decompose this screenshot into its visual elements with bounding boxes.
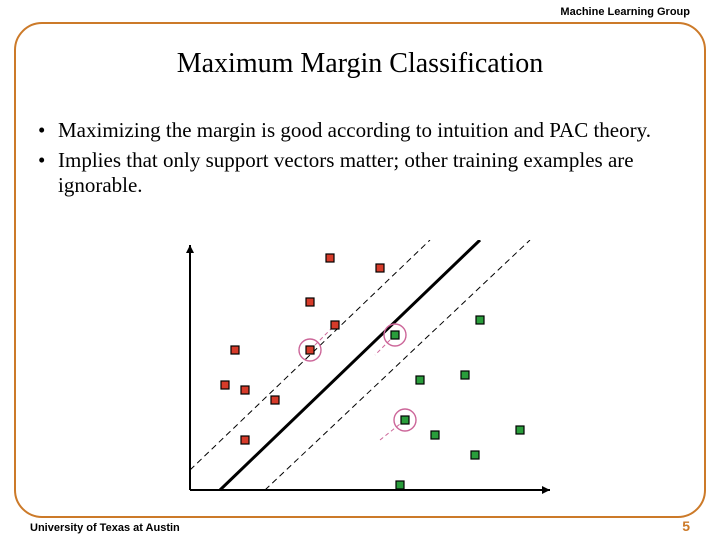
bullet-item: Implies that only support vectors matter… (36, 148, 684, 199)
page-number: 5 (682, 518, 690, 534)
bullet-list: Maximizing the margin is good according … (36, 118, 684, 203)
slide-title: Maximum Margin Classification (0, 48, 720, 80)
header-group-label: Machine Learning Group (560, 6, 690, 18)
margin-chart (180, 240, 560, 500)
footer-affiliation: University of Texas at Austin (30, 522, 180, 534)
bullet-item: Maximizing the margin is good according … (36, 118, 684, 144)
